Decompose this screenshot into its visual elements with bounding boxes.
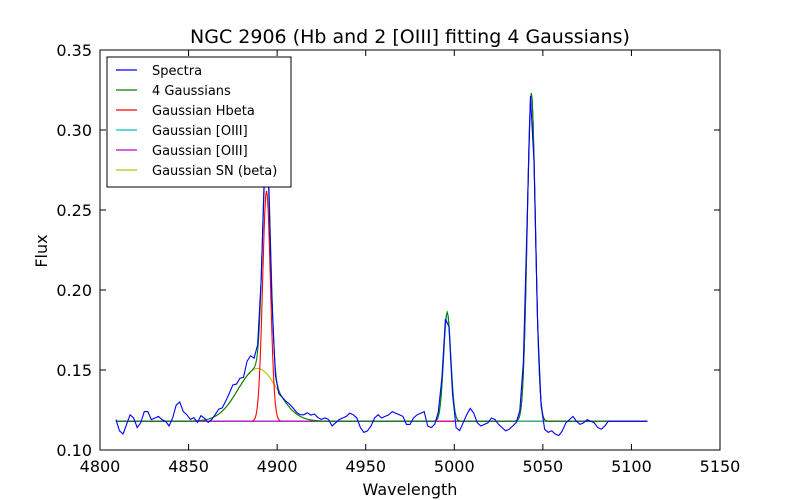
x-tick-label: 4800 (80, 457, 121, 476)
legend-label: Gaussian [OIII] (152, 124, 248, 139)
legend: Spectra 4 Gaussians Gaussian Hbeta Gaussian… (106, 56, 292, 188)
legend-label: 4 Gaussians (152, 84, 231, 99)
legend-label: Spectra (152, 64, 202, 79)
series-4-gaussians (115, 93, 648, 422)
x-tick-label: 5150 (700, 457, 741, 476)
x-tick-label: 5050 (522, 457, 563, 476)
legend-box (106, 56, 292, 188)
legend-label: Gaussian [OIII] (152, 144, 248, 159)
y-tick-label: 0.15 (56, 361, 92, 380)
y-tick-label: 0.35 (56, 41, 92, 60)
x-tick-label: 4850 (168, 457, 209, 476)
series-gaussian-sn-beta (115, 367, 648, 422)
series-spectra (115, 96, 648, 437)
series-layer (115, 93, 648, 437)
x-axis-label: Wavelength (363, 480, 458, 499)
tick-layer: 4800 4850 4900 4950 5000 5050 5100 5150 0.10 0.15… (56, 41, 740, 476)
x-tick-label: 5100 (611, 457, 652, 476)
y-tick-label: 0.30 (56, 121, 92, 140)
y-tick-label: 0.10 (56, 441, 92, 460)
x-tick-label: 4950 (345, 457, 386, 476)
x-tick-label: 5000 (434, 457, 475, 476)
x-tick-label: 4900 (257, 457, 298, 476)
plot-area (99, 49, 721, 451)
y-axis-label: Flux (32, 234, 51, 267)
y-tick-label: 0.25 (56, 201, 92, 220)
series-gaussian-hbeta (115, 190, 648, 422)
legend-label: Gaussian Hbeta (152, 104, 255, 119)
legend-label: Gaussian SN (beta) (152, 164, 277, 179)
chart-title: NGC 2906 (Hb and 2 [OIII] fitting 4 Gaus… (190, 26, 630, 48)
series-gaussian-oiii-a (115, 310, 648, 422)
y-tick-label: 0.20 (56, 281, 92, 300)
